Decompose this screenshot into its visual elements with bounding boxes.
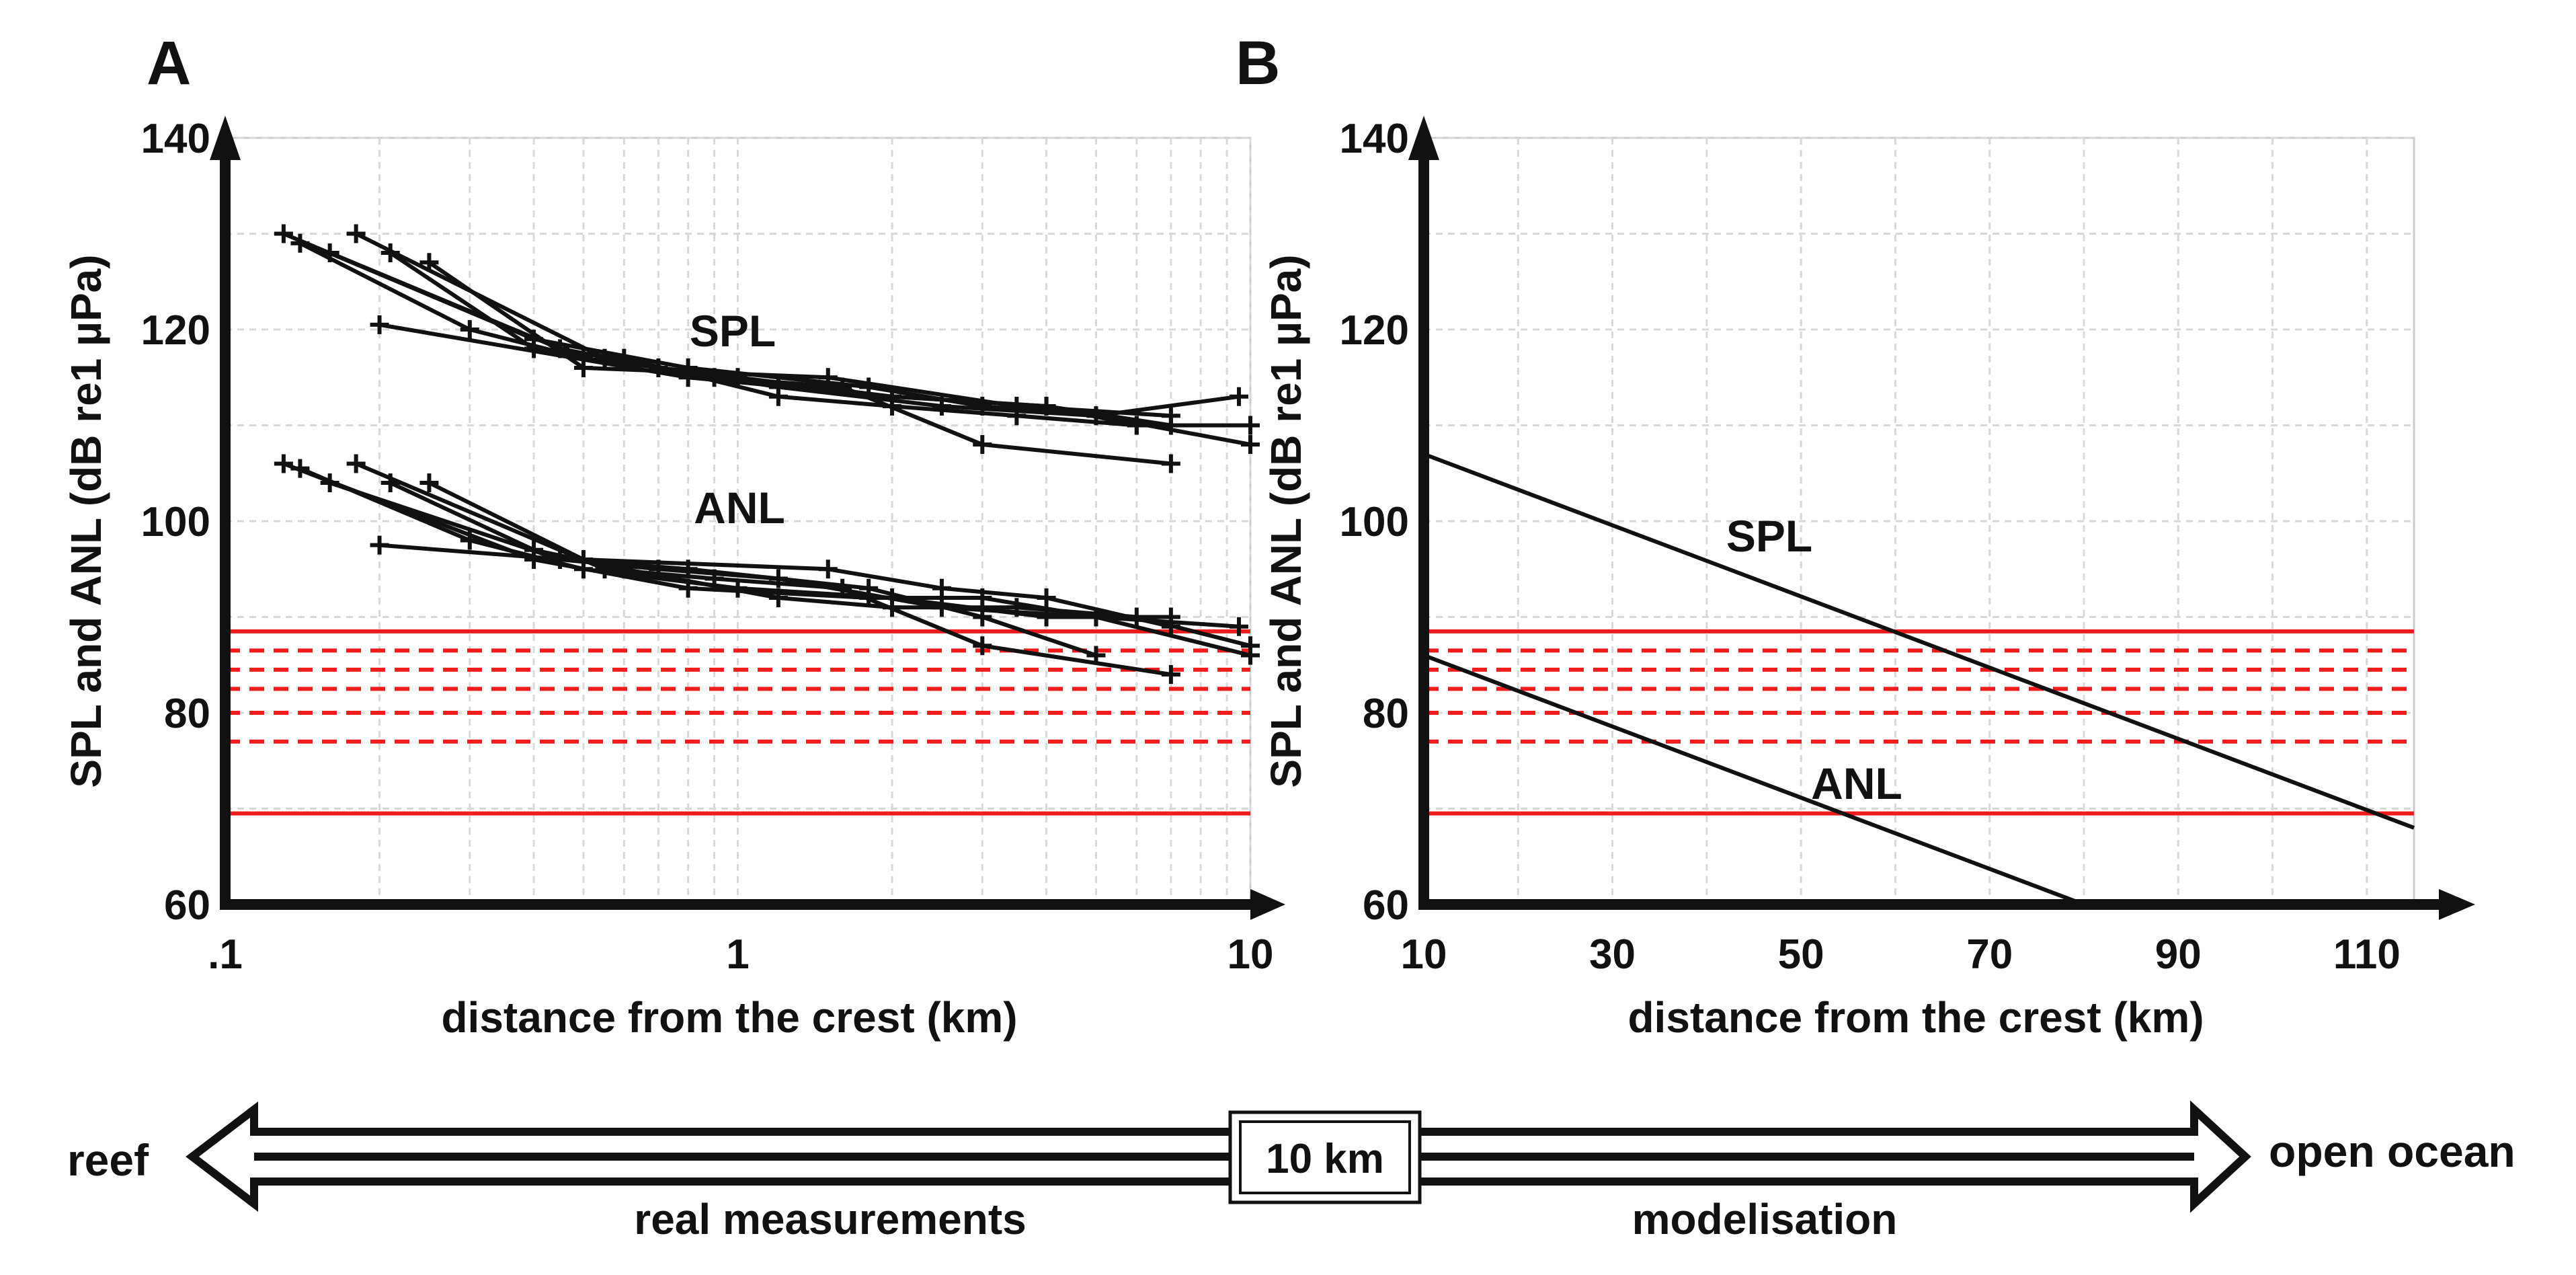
series-line [389,251,1250,428]
modelisation-label: modelisation [1632,1195,1898,1243]
panel-b-anl-label: ANL [1811,759,1902,808]
y-tick-label: 80 [164,691,210,737]
panel-b-spl-label: SPL [1726,511,1812,561]
y-tick-label: 140 [1340,116,1409,162]
x-tick-label: .1 [208,931,243,978]
panel-a-thresholds [225,629,1250,816]
y-tick-label: 120 [1340,307,1409,354]
real-measurements-label: real measurements [634,1195,1026,1243]
series-line [428,481,1172,629]
panel-a-series [274,224,1260,684]
reef-label: reef [67,1135,149,1185]
x-tick-label: 50 [1778,931,1824,978]
panel-b-x-axis-title: distance from the crest (km) [1627,993,2204,1042]
x-tick-label: 10 [1401,931,1447,978]
scale-box-inner [1239,1120,1411,1194]
panel-a-x-axis-title: distance from the crest (km) [441,993,1017,1042]
y-tick-label: 60 [164,882,210,929]
panel-a-ticks: 60 80 100 120 140 .1 1 10 [141,116,1274,978]
panel-b-y-arrow [1408,116,1439,160]
panel-b-thresholds [1424,629,2414,816]
y-tick-label: 140 [141,116,210,162]
panel-a-y-arrow [210,116,241,160]
y-tick-label: 100 [1340,499,1409,545]
panel-b-y-axis-title: SPL and ANL (dB re1 µPa) [1262,254,1310,787]
x-tick-label: 30 [1589,931,1636,978]
y-tick-label: 60 [1363,882,1409,929]
scale-label: 10 km [1266,1136,1384,1182]
panel-a-spl-label: SPL [690,306,776,356]
series-line [1422,653,2085,906]
series-line [428,260,1172,418]
panel-a-anl-label: ANL [694,483,785,533]
x-tick-label: 90 [2155,931,2202,978]
panel-b-x-arrow [2439,889,2475,920]
panel-b: 60 80 100 120 140 10 30 50 70 90 110 B SPL ANL dis… [1236,29,2475,1042]
series-line [355,231,1172,466]
panel-a-y-axis-title: SPL and ANL (dB re1 µPa) [62,254,110,787]
distance-arrow: 10 km reef open ocean real measurements … [67,1100,2515,1243]
y-tick-label: 80 [1363,691,1409,737]
x-tick-label: 1 [726,931,749,978]
panel-b-series [1422,452,2415,906]
panel-a-label: A [147,29,191,98]
x-tick-label: 110 [2333,931,2401,978]
panel-b-ticks: 60 80 100 120 140 10 30 50 70 90 110 [1340,116,2401,978]
series-line [1422,452,2415,830]
panel-a-x-arrow [1250,889,1285,920]
panel-b-label: B [1236,29,1280,98]
panel-a: 60 80 100 120 140 .1 1 10 A SPL ANL distance fr… [62,29,1285,1042]
x-tick-label: 10 [1227,931,1274,978]
panel-b-grid [1422,137,2414,906]
y-tick-label: 120 [141,307,210,354]
x-tick-label: 70 [1966,931,2013,978]
open-ocean-label: open ocean [2269,1126,2515,1176]
y-tick-label: 100 [141,499,210,545]
